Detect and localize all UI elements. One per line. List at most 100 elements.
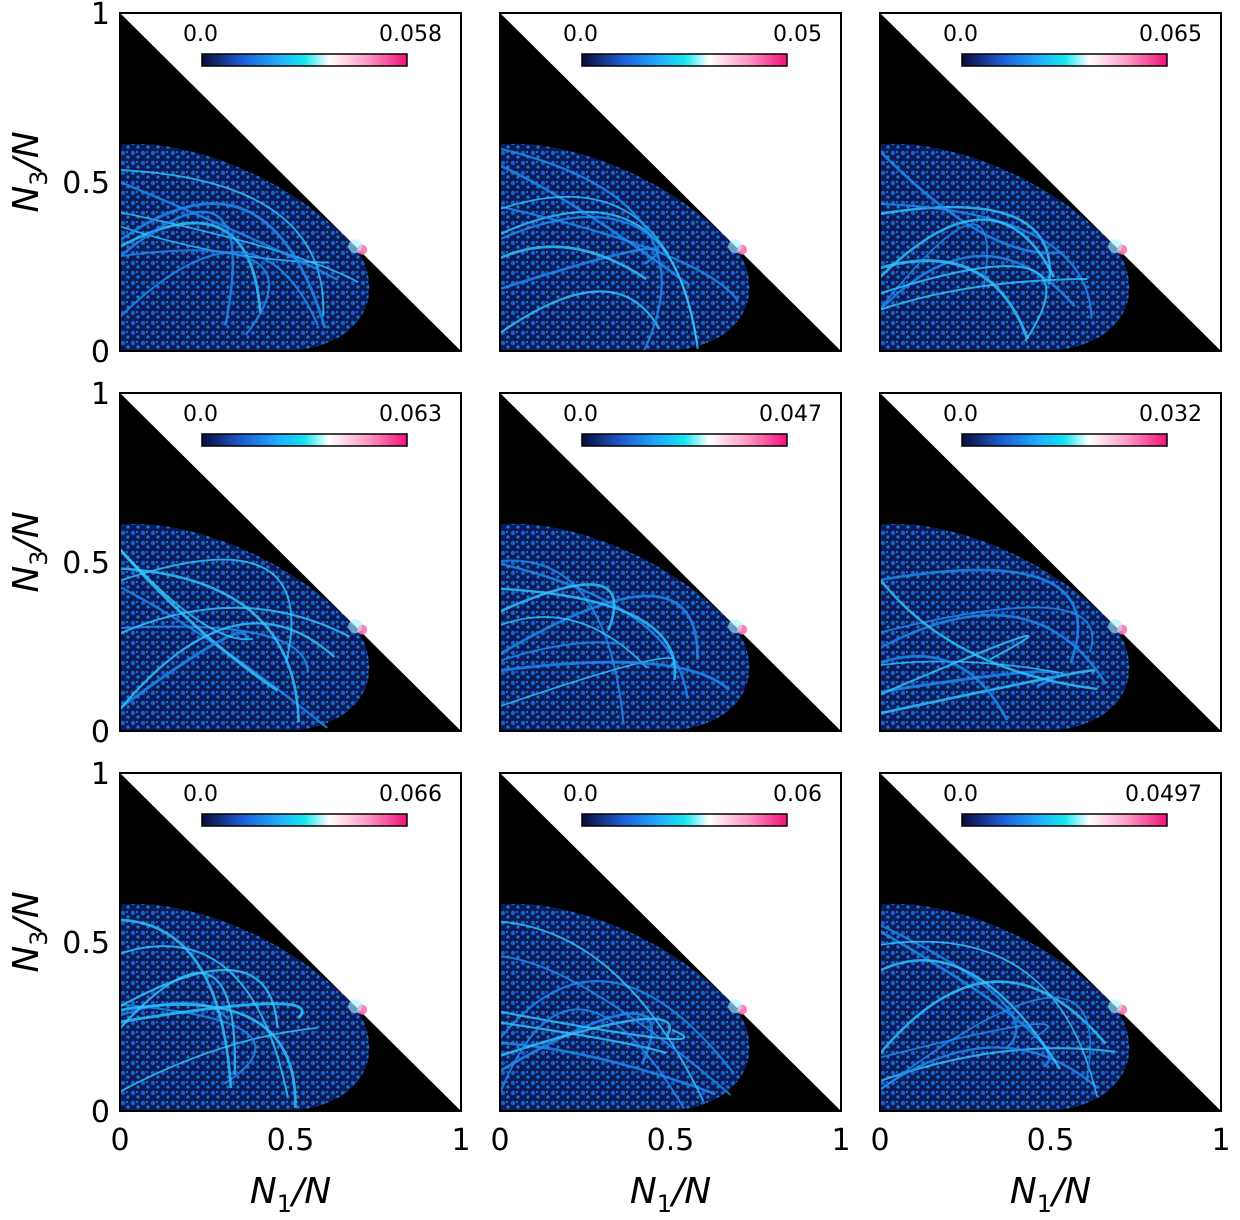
panel-frame: [879, 772, 1222, 1112]
y-axis-label: N3/N: [6, 131, 53, 212]
density-filament: [120, 169, 325, 317]
colorbar-min-label: 0.0: [563, 782, 598, 807]
density-filament: [880, 568, 1080, 664]
density-filament: [880, 202, 1093, 319]
panel-0-1: 0.0 0.05: [499, 12, 842, 352]
x-axis-label: N1/N: [250, 1171, 331, 1218]
colorbar: [581, 53, 788, 67]
axis-annotations: 0 0.5 1 N3/N 0 0.5 1 N3/N 0 0.5 1 N3/N 0 0.5 1 N1/N 0 0.5…: [6, 0, 1231, 1218]
colorbar-max-label: 0.0497: [1125, 782, 1202, 807]
y-tick-label: 0: [91, 335, 110, 370]
x-tick-label: 0: [110, 1123, 129, 1158]
density-filament: [500, 920, 705, 1102]
colorbar: [201, 53, 408, 67]
density-filament: [880, 1046, 1099, 1091]
density-filament: [880, 980, 1107, 1055]
density-filament: [880, 940, 1098, 1097]
density-filament: [120, 567, 300, 723]
density-filament: [880, 613, 1107, 685]
density-filament: [500, 660, 730, 691]
colorbar-min-label: 0.0: [183, 782, 218, 807]
colorbar: [201, 813, 408, 827]
density-filament: [880, 265, 1048, 342]
colorbar-min-label: 0.0: [943, 22, 978, 47]
panel-frame: [119, 12, 462, 352]
density-filament: [120, 1003, 257, 1085]
density-filament: [500, 562, 689, 699]
density-filament: [500, 1012, 653, 1073]
density-filament: [500, 587, 677, 681]
y-tick-label: 0.5: [62, 546, 110, 581]
density-filament: [880, 634, 1030, 696]
density-filament: [120, 625, 309, 673]
density-filament: [880, 668, 1096, 715]
density-peak-halo: [728, 619, 743, 634]
density-filament: [880, 150, 1062, 255]
density-peak-halo: [1108, 239, 1123, 254]
density-filament: [120, 631, 248, 710]
density-peak-halo: [348, 999, 363, 1014]
x-tick-label: 0.5: [267, 1123, 315, 1158]
colorbar-min-label: 0.0: [943, 782, 978, 807]
colorbar-min-label: 0.0: [183, 402, 218, 427]
colorbar-min-label: 0.0: [943, 402, 978, 427]
y-axis-label: N3/N: [6, 511, 53, 592]
density-filament: [500, 245, 648, 281]
x-tick-label: 0: [870, 1123, 889, 1158]
density-filament: [500, 195, 698, 343]
density-filament: [500, 247, 660, 291]
density-filament: [500, 215, 670, 255]
panel-frame: [119, 772, 462, 1112]
heatmap-density: [120, 143, 370, 351]
density-filament: [880, 923, 1018, 1048]
y-tick-label: 0: [91, 1095, 110, 1130]
density-filament: [500, 1017, 671, 1058]
x-tick-label: 1: [451, 1123, 470, 1158]
density-filament: [120, 202, 327, 329]
density-filament: [880, 996, 1092, 1091]
density-filament: [500, 559, 625, 723]
density-filament: [120, 251, 319, 326]
y-tick-label: 0.5: [62, 166, 110, 201]
density-filament: [880, 277, 1088, 311]
density-filament: [500, 583, 616, 631]
colorbar-min-label: 0.0: [563, 22, 598, 47]
colorbar: [961, 433, 1168, 447]
panel-frame: [499, 392, 842, 732]
density-peak-halo: [728, 239, 743, 254]
density-filament: [120, 180, 339, 282]
density-filament: [120, 918, 233, 1089]
density-filament: [120, 1003, 297, 1108]
heatmap-density: [500, 523, 750, 731]
colorbar-max-label: 0.065: [1139, 22, 1202, 47]
heatmap-density: [880, 523, 1130, 731]
density-filament: [120, 622, 336, 711]
density-lobe: [120, 143, 370, 351]
density-filament: [120, 210, 234, 326]
panel-2-1: 0.0 0.06: [499, 772, 842, 1112]
panel-frame: [499, 772, 842, 1112]
density-filament: [500, 594, 699, 660]
panel-frame: [879, 12, 1222, 352]
x-tick-label: 0.5: [647, 1123, 695, 1158]
panel-frame: [879, 392, 1222, 732]
density-filament: [120, 1026, 318, 1093]
colorbar-max-label: 0.032: [1139, 402, 1202, 427]
colorbar-min-label: 0.0: [563, 402, 598, 427]
panel-frame: [119, 392, 462, 732]
density-filament: [500, 205, 740, 302]
panel-1-2: 0.0 0.032: [879, 392, 1222, 732]
y-tick-label: 1: [91, 0, 110, 32]
heatmap-density: [500, 143, 750, 351]
density-filament: [880, 254, 1076, 311]
panel-2-2: 0.0 0.0497: [879, 772, 1222, 1112]
colorbar: [581, 433, 788, 447]
density-filament: [120, 211, 359, 283]
colorbar-max-label: 0.047: [759, 402, 822, 427]
density-peak-halo: [1108, 999, 1123, 1014]
panel-0-0: 0.0 0.058: [119, 12, 462, 352]
density-lobe: [880, 523, 1130, 731]
density-peak-halo: [348, 619, 363, 634]
